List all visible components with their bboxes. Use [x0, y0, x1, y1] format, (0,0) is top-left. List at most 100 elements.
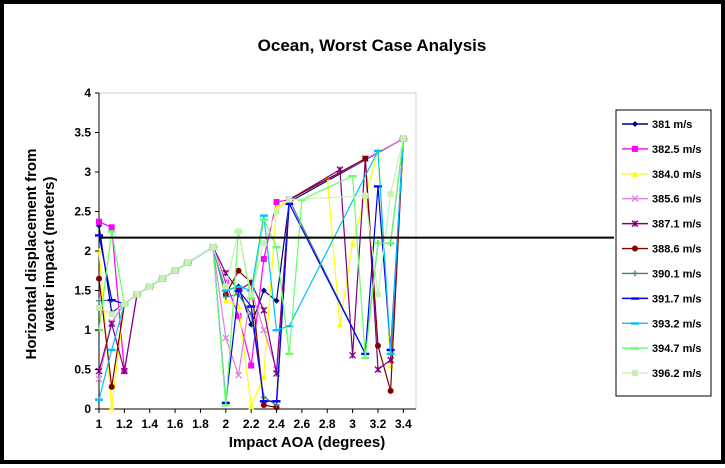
data-point [234, 289, 243, 292]
y-axis-label: Horizontal displacement from water impac… [23, 149, 58, 360]
data-point [159, 275, 166, 282]
x-tick-label: 3.4 [395, 417, 412, 431]
data-point [235, 312, 242, 319]
data-point [400, 135, 407, 142]
data-point [260, 326, 268, 334]
data-point [96, 297, 102, 304]
y-tick-label: 2.5 [74, 205, 91, 219]
data-point [108, 404, 115, 411]
data-point [387, 387, 394, 394]
data-point [108, 320, 116, 328]
y-tick-label: 1 [84, 323, 91, 337]
y-tick-label: 3 [84, 165, 91, 179]
data-point [273, 199, 280, 206]
legend: 381 m/s 382.5 m/s 384.0 m/s 385.6 m/s 387.1 … [615, 109, 712, 397]
data-point [108, 311, 115, 318]
y-tick-label: 3.5 [74, 126, 91, 140]
data-point [222, 334, 230, 342]
data-point [260, 402, 267, 409]
data-point [374, 342, 381, 349]
data-point [386, 242, 395, 245]
x-tick-label: 2.2 [243, 417, 260, 431]
legend-item: 396.2 m/s [622, 368, 702, 380]
data-point [336, 321, 343, 328]
legend-label: 388.6 m/s [652, 244, 702, 256]
data-point [107, 298, 116, 302]
legend-label: 396.2 m/s [652, 368, 702, 380]
legend-item: 393.2 m/s [622, 318, 702, 330]
legend-item: 385.6 m/s [622, 194, 702, 206]
legend-label: 382.5 m/s [652, 144, 702, 156]
data-point [631, 347, 639, 350]
data-point [273, 402, 280, 409]
data-point [260, 306, 268, 314]
data-point [95, 234, 103, 237]
x-axis-label: Impact AOA (degrees) [229, 434, 385, 451]
data-point [373, 149, 382, 153]
data-point [362, 155, 369, 162]
x-tick-label: 1.2 [116, 417, 133, 431]
data-point [386, 352, 395, 356]
data-point [259, 218, 268, 221]
data-point [260, 255, 267, 262]
data-point [273, 297, 280, 304]
data-point [96, 218, 102, 225]
data-point [172, 267, 179, 274]
data-point [247, 289, 256, 292]
legend-item: 388.6 m/s [622, 244, 702, 256]
data-point [235, 228, 242, 235]
data-point [362, 192, 369, 199]
x-tick-label: 3 [349, 417, 356, 431]
data-point [374, 366, 382, 373]
x-tick-label: 2.8 [319, 417, 336, 431]
x-tick-label: 2.6 [294, 417, 311, 431]
data-point [247, 305, 256, 308]
x-tick-label: 1 [96, 417, 103, 431]
y-tick-label: 0.5 [74, 363, 91, 377]
data-point [95, 398, 103, 401]
y-tick-label: 4 [84, 86, 91, 100]
legend-label: 391.7 m/s [652, 293, 702, 305]
legend-item: 387.1 m/s [622, 219, 702, 231]
data-point [632, 370, 638, 377]
data-point [632, 245, 638, 252]
x-tick-label: 2.4 [268, 417, 285, 431]
x-tick-label: 3.2 [370, 417, 387, 431]
data-point [259, 400, 268, 403]
data-point [373, 185, 382, 188]
data-point [222, 269, 230, 277]
data-point [631, 322, 639, 325]
legend-item: 381 m/s [622, 119, 692, 131]
legend-label: 384.0 m/s [652, 169, 702, 181]
data-point [108, 224, 115, 231]
data-point [248, 291, 255, 298]
legend-label: 394.7 m/s [652, 343, 702, 355]
data-point [222, 296, 229, 303]
data-point [108, 383, 115, 390]
data-point [631, 297, 639, 300]
data-point [235, 371, 242, 379]
data-point [222, 293, 229, 300]
legend-label: 393.2 m/s [652, 318, 702, 330]
data-point [273, 208, 280, 215]
legend-item: 391.7 m/s [622, 293, 702, 305]
data-point [221, 404, 230, 407]
x-tick-label: 1.6 [167, 417, 184, 431]
data-point [107, 348, 116, 352]
x-tick-label: 1.8 [192, 417, 209, 431]
data-point [121, 300, 128, 307]
data-point [632, 170, 638, 177]
data-point [210, 244, 217, 251]
x-tick-label: 2 [222, 417, 229, 431]
data-point [632, 121, 638, 127]
data-point [285, 202, 294, 205]
data-point [248, 403, 255, 410]
data-point [349, 351, 357, 359]
data-point [373, 242, 382, 245]
data-point [632, 145, 638, 152]
x-tick-label: 1.4 [141, 417, 158, 431]
legend-label: 387.1 m/s [652, 219, 702, 231]
legend-item: 384.0 m/s [622, 169, 702, 181]
legend-label: 390.1 m/s [652, 268, 702, 280]
data-point [349, 240, 356, 247]
